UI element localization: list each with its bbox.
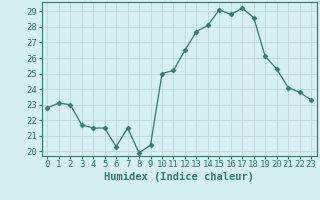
X-axis label: Humidex (Indice chaleur): Humidex (Indice chaleur) (104, 172, 254, 182)
